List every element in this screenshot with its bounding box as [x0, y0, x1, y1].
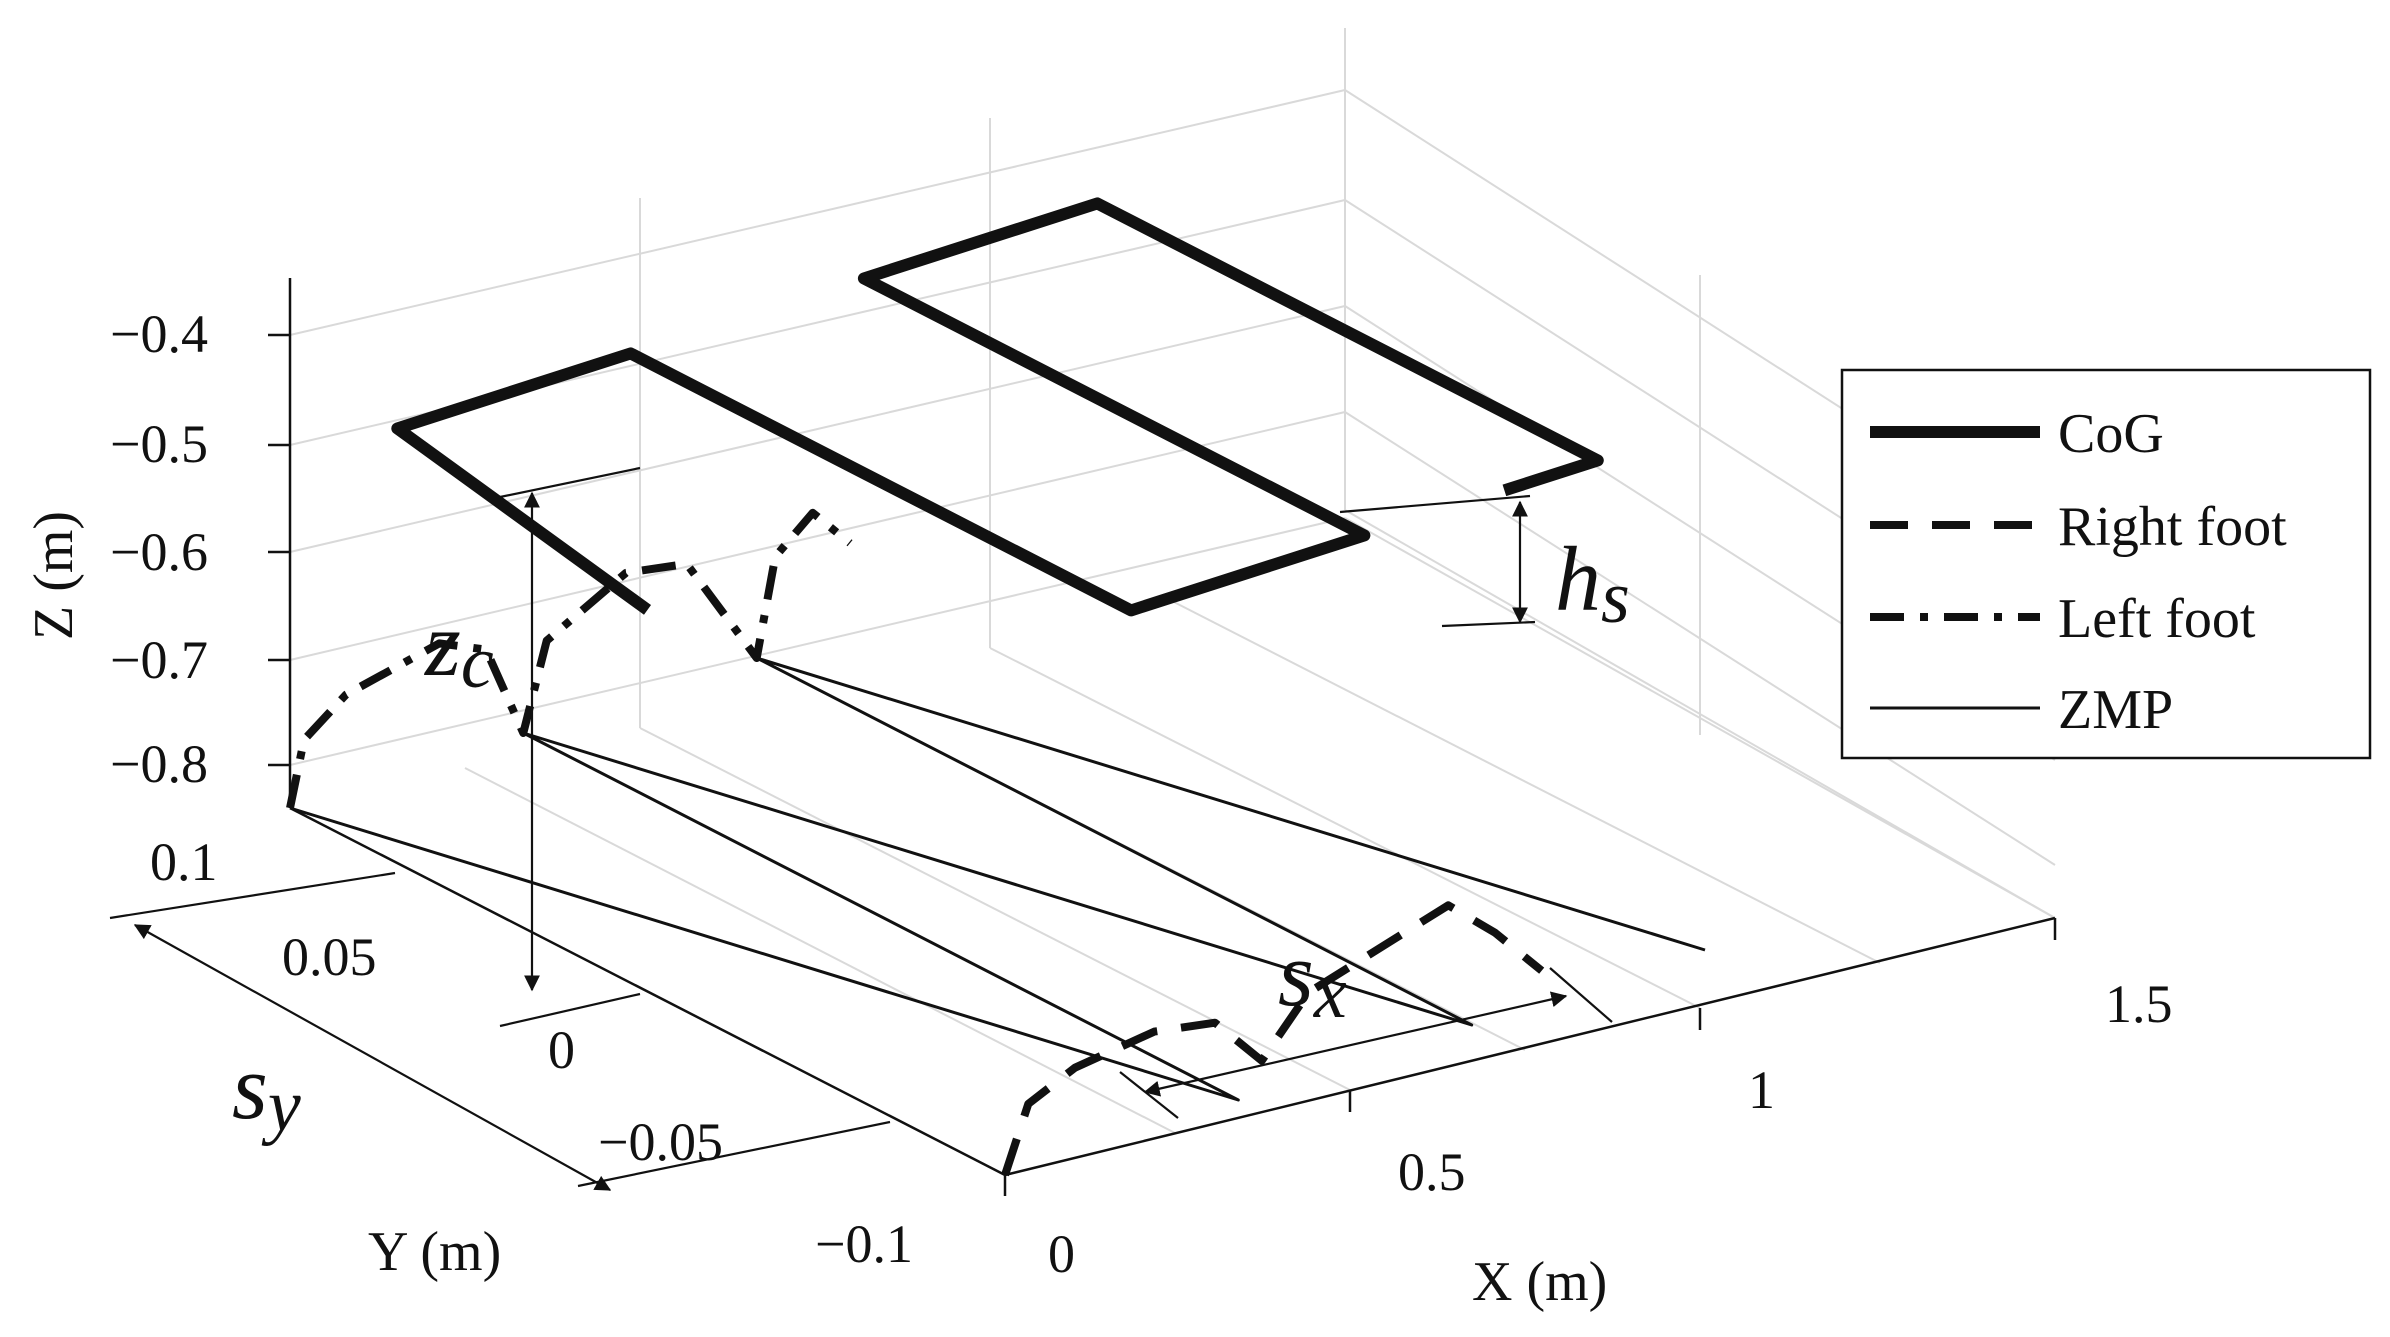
legend-label-cog: CoG	[2058, 403, 2164, 465]
sy-subscript: y	[261, 1065, 301, 1147]
zc-annotation-label: zc	[423, 593, 494, 704]
sx-dimension-arrow	[1143, 991, 1568, 1097]
z-tick-label: −0.7	[110, 630, 208, 690]
y-axis-line	[289, 806, 1006, 1177]
sx-symbol: s	[1278, 923, 1314, 1025]
series-layer	[286, 197, 1706, 1177]
legend-label-right-foot: Right foot	[2058, 496, 2287, 558]
sy-symbol: s	[232, 1036, 268, 1138]
x-tick-label: 0.5	[1398, 1142, 1466, 1202]
sy-annotation-label: sy	[232, 1036, 301, 1147]
tick-marks	[268, 333, 2057, 1196]
series-line-cog	[391, 197, 1604, 617]
annotations	[109, 466, 1613, 1191]
sy-dimension-arrow	[133, 924, 612, 1191]
y-axis-label: Y (m)	[368, 1221, 501, 1283]
series-line-right-foot	[1001, 901, 1545, 1177]
hs-subscript: s	[1601, 557, 1630, 639]
y-tick-label: −0.05	[598, 1112, 723, 1172]
x-tick-label: 1.5	[2105, 974, 2173, 1034]
y-tick-label: −0.1	[815, 1214, 913, 1274]
legend-label-left-foot: Left foot	[2058, 588, 2256, 650]
series-line-left-foot	[286, 508, 853, 809]
z-tick-label: −0.8	[110, 734, 208, 794]
hs-symbol: h	[1555, 528, 1601, 630]
z-tick-label: −0.5	[110, 414, 208, 474]
x-tick-label: 1	[1748, 1060, 1775, 1120]
sx-subscript: x	[1313, 952, 1347, 1034]
y-tick-label: 0.1	[150, 832, 218, 892]
hs-annotation-label: hs	[1555, 528, 1630, 639]
legend-label-zmp: ZMP	[2058, 679, 2173, 741]
x-tick-label: 0	[1048, 1224, 1075, 1284]
x-axis-label: X (m)	[1472, 1251, 1607, 1313]
legend: CoG Right foot Left foot ZMP	[1840, 368, 2372, 760]
z-axis-label: Z (m)	[23, 511, 85, 640]
y-tick-label: 0	[548, 1020, 575, 1080]
grid-lines	[289, 28, 2056, 1176]
y-tick-label: 0.05	[282, 927, 377, 987]
z-tick-label: −0.6	[110, 522, 208, 582]
sx-annotation-label: sx	[1278, 923, 1347, 1034]
z-tick-label: −0.4	[110, 304, 208, 364]
series-line-zmp	[289, 656, 1706, 1102]
zc-symbol: z	[423, 593, 461, 695]
zc-subscript: c	[461, 622, 494, 704]
